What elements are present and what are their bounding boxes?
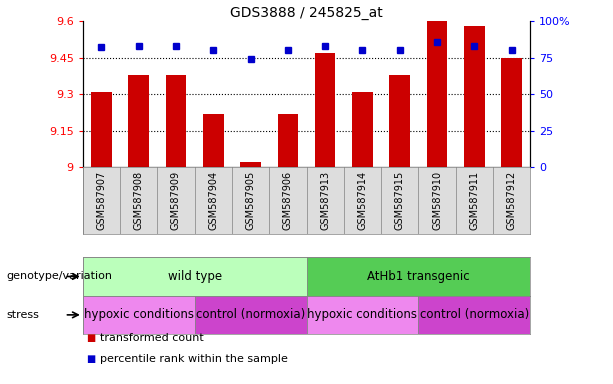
Bar <box>195 296 306 334</box>
Text: GSM587911: GSM587911 <box>470 170 479 230</box>
Bar <box>306 296 418 334</box>
Text: stress: stress <box>6 310 39 320</box>
Text: genotype/variation: genotype/variation <box>6 271 112 281</box>
Text: ■: ■ <box>86 354 95 364</box>
Text: GSM587905: GSM587905 <box>246 170 256 230</box>
Bar <box>501 58 522 167</box>
Bar <box>306 257 530 296</box>
Text: GSM587907: GSM587907 <box>96 170 107 230</box>
Text: hypoxic conditions: hypoxic conditions <box>84 308 194 321</box>
Text: wild type: wild type <box>167 270 222 283</box>
Text: GSM587910: GSM587910 <box>432 170 442 230</box>
Bar <box>83 296 195 334</box>
Text: control (normoxia): control (normoxia) <box>420 308 529 321</box>
Bar <box>278 114 298 167</box>
Bar <box>427 21 447 167</box>
Text: AtHb1 transgenic: AtHb1 transgenic <box>367 270 470 283</box>
Text: transformed count: transformed count <box>100 333 204 343</box>
Bar <box>464 26 484 167</box>
Bar <box>389 74 410 167</box>
Text: GSM587915: GSM587915 <box>395 170 405 230</box>
Bar <box>166 74 186 167</box>
Bar <box>83 257 306 296</box>
Text: GSM587904: GSM587904 <box>208 170 218 230</box>
Text: control (normoxia): control (normoxia) <box>196 308 305 321</box>
Text: GSM587908: GSM587908 <box>134 170 143 230</box>
Text: GSM587912: GSM587912 <box>506 170 517 230</box>
Text: ■: ■ <box>86 333 95 343</box>
Bar <box>91 92 112 167</box>
Bar <box>240 162 261 167</box>
Text: hypoxic conditions: hypoxic conditions <box>308 308 417 321</box>
Bar <box>418 296 530 334</box>
Bar <box>129 74 149 167</box>
Text: GSM587906: GSM587906 <box>283 170 293 230</box>
Text: GSM587913: GSM587913 <box>320 170 330 230</box>
Bar <box>203 114 224 167</box>
Text: GSM587914: GSM587914 <box>357 170 367 230</box>
Bar <box>352 92 373 167</box>
Text: percentile rank within the sample: percentile rank within the sample <box>100 354 287 364</box>
Bar <box>315 53 335 167</box>
Text: GSM587909: GSM587909 <box>171 170 181 230</box>
Title: GDS3888 / 245825_at: GDS3888 / 245825_at <box>230 6 383 20</box>
